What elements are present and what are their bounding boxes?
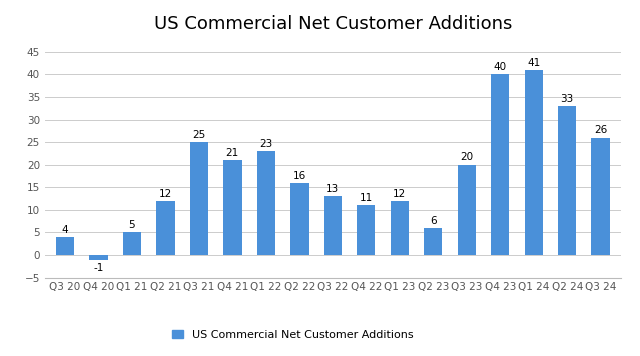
Bar xyxy=(458,165,476,255)
Bar xyxy=(357,205,376,255)
Bar xyxy=(591,138,610,255)
Bar xyxy=(558,106,577,255)
Text: 13: 13 xyxy=(326,184,339,194)
Text: 20: 20 xyxy=(460,152,474,162)
Text: 5: 5 xyxy=(129,220,135,230)
Text: -1: -1 xyxy=(93,263,104,273)
Text: 23: 23 xyxy=(259,139,273,149)
Bar xyxy=(223,160,241,255)
Text: 12: 12 xyxy=(393,189,406,199)
Bar xyxy=(491,74,509,255)
Text: 33: 33 xyxy=(561,94,574,104)
Bar xyxy=(324,197,342,255)
Bar xyxy=(390,201,409,255)
Bar xyxy=(424,228,442,255)
Bar xyxy=(123,232,141,255)
Legend: US Commercial Net Customer Additions: US Commercial Net Customer Additions xyxy=(167,325,418,345)
Text: 40: 40 xyxy=(493,62,507,72)
Text: 25: 25 xyxy=(192,130,205,140)
Text: 4: 4 xyxy=(61,225,68,235)
Bar xyxy=(290,183,308,255)
Bar xyxy=(189,142,208,255)
Bar xyxy=(56,237,74,255)
Bar xyxy=(257,151,275,255)
Text: 21: 21 xyxy=(226,148,239,158)
Bar xyxy=(156,201,175,255)
Text: 41: 41 xyxy=(527,58,540,68)
Text: 11: 11 xyxy=(360,193,373,203)
Text: 12: 12 xyxy=(159,189,172,199)
Title: US Commercial Net Customer Additions: US Commercial Net Customer Additions xyxy=(154,15,512,33)
Text: 16: 16 xyxy=(292,171,306,180)
Bar xyxy=(525,70,543,255)
Text: 6: 6 xyxy=(430,216,436,226)
Bar xyxy=(89,255,108,260)
Text: 26: 26 xyxy=(594,125,607,135)
